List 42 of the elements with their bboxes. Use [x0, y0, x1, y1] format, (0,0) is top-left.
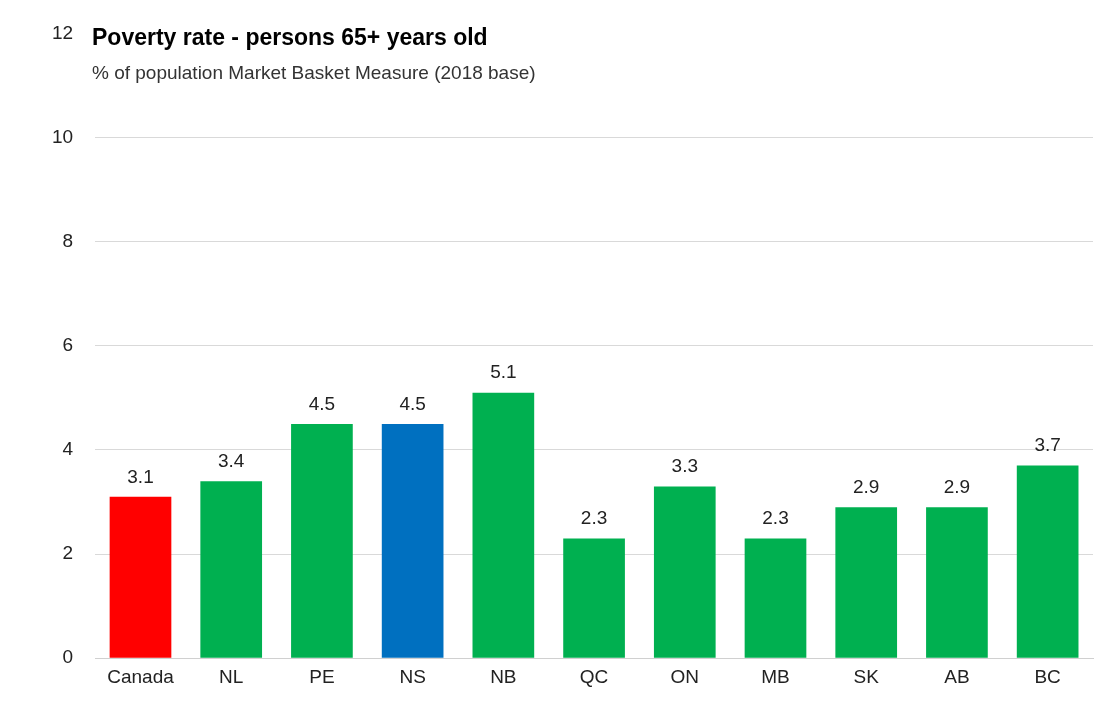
y-tick-label: 8	[62, 229, 74, 251]
data-label: 3.1	[127, 465, 154, 487]
bar	[835, 507, 898, 658]
x-tick-label: MB	[761, 665, 790, 687]
y-tick-label: 2	[62, 542, 74, 564]
bar	[472, 392, 535, 658]
data-label: 3.3	[671, 455, 698, 477]
data-label: 3.7	[1034, 434, 1061, 456]
x-tick-label: AB	[944, 665, 970, 687]
data-label: 2.9	[943, 475, 971, 497]
bar	[926, 507, 988, 658]
bar	[291, 423, 353, 658]
bar	[563, 538, 625, 658]
data-label: 2.3	[580, 507, 608, 529]
y-tick-label: 12	[51, 21, 74, 43]
data-label: 3.4	[218, 449, 245, 471]
bar	[1016, 465, 1079, 658]
y-tick-label: 4	[62, 438, 74, 460]
data-label: 4.5	[399, 392, 426, 414]
x-tick-label: ON	[670, 665, 700, 687]
data-label: 4.5	[308, 392, 336, 414]
y-tick-label: 10	[51, 125, 74, 147]
text: % of population Market Basket Measure (2018 base)	[92, 62, 536, 84]
y-tick-label: 0	[62, 646, 74, 668]
x-tick-label: NL	[219, 665, 244, 687]
y-tick-label: 6	[62, 334, 74, 356]
x-tick-label: Canada	[107, 665, 175, 687]
bar	[381, 423, 444, 658]
data-label: 2.9	[853, 475, 880, 497]
x-tick-label: NS	[399, 665, 426, 687]
data-label: 2.3	[762, 507, 789, 529]
bar	[109, 496, 172, 658]
chart-title: Poverty rate - persons 65+ years old	[92, 24, 488, 51]
x-tick-label: SK	[853, 665, 880, 687]
x-tick-label: PE	[309, 665, 335, 687]
bar	[200, 481, 263, 658]
x-tick-label: NB	[490, 665, 517, 687]
bar	[653, 486, 716, 658]
bar	[744, 538, 807, 658]
data-label: 5.1	[490, 361, 517, 383]
x-tick-label: BC	[1034, 665, 1061, 687]
x-tick-label: QC	[579, 665, 609, 687]
